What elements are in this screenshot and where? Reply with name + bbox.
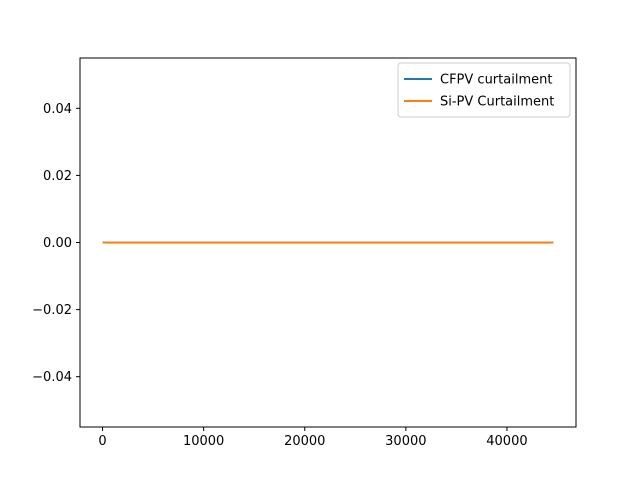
y-tick-label: 0.04 [43,102,72,117]
y-tick-label: −0.04 [32,370,72,385]
y-tick-label: 0.00 [43,236,72,251]
y-tick-label: 0.02 [43,169,72,184]
x-tick-label: 30000 [385,434,426,449]
x-tick-label: 40000 [486,434,527,449]
legend-box [397,62,571,118]
x-tick-label: 20000 [284,434,325,449]
y-tick-label: −0.02 [32,303,72,318]
x-tick-label: 0 [98,434,106,449]
x-tick-label: 10000 [183,434,224,449]
legend-label-1: Si-PV Curtailment [440,95,554,110]
legend: CFPV curtailment Si-PV Curtailment [397,62,571,118]
x-axis: 0 10000 20000 30000 40000 [98,427,528,449]
legend-label-0: CFPV curtailment [440,73,552,88]
y-axis: −0.04 −0.02 0.00 0.02 0.04 [32,102,80,385]
